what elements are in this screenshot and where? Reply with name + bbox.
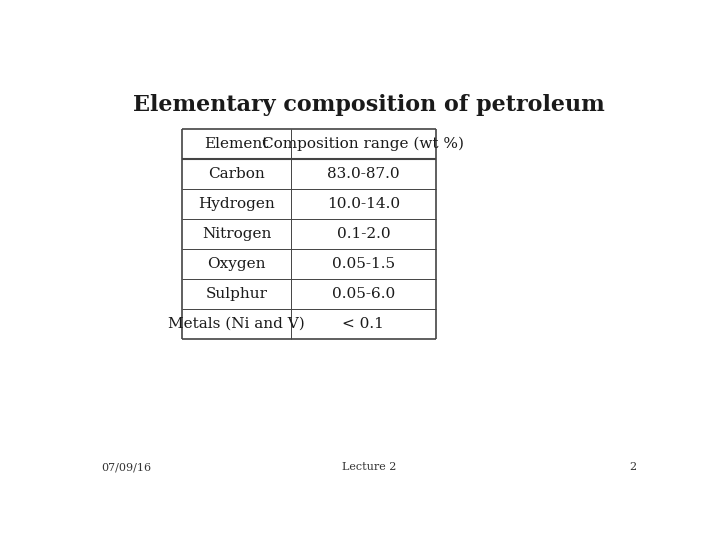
Text: 0.05-6.0: 0.05-6.0 <box>332 287 395 301</box>
Text: 07/09/16: 07/09/16 <box>101 462 151 472</box>
Text: Composition range (wt %): Composition range (wt %) <box>262 137 464 151</box>
Text: 10.0-14.0: 10.0-14.0 <box>327 197 400 211</box>
Text: Metals (Ni and V): Metals (Ni and V) <box>168 317 305 331</box>
Text: 0.05-1.5: 0.05-1.5 <box>332 257 395 271</box>
Text: 0.1-2.0: 0.1-2.0 <box>337 227 390 241</box>
Text: Nitrogen: Nitrogen <box>202 227 271 241</box>
Text: 2: 2 <box>630 462 637 472</box>
Text: Carbon: Carbon <box>208 167 265 181</box>
Text: 83.0-87.0: 83.0-87.0 <box>327 167 400 181</box>
Text: Sulphur: Sulphur <box>205 287 267 301</box>
Text: < 0.1: < 0.1 <box>343 317 384 331</box>
Text: Oxygen: Oxygen <box>207 257 266 271</box>
Text: Element: Element <box>204 137 269 151</box>
Text: Lecture 2: Lecture 2 <box>342 462 396 472</box>
Text: Elementary composition of petroleum: Elementary composition of petroleum <box>133 94 605 116</box>
Text: Hydrogen: Hydrogen <box>198 197 275 211</box>
